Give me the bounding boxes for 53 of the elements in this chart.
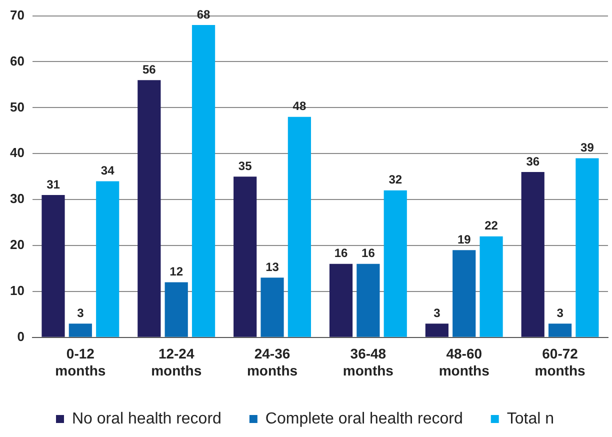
bar (452, 250, 476, 337)
data-label: 3 (434, 306, 441, 320)
y-tick-label: 40 (10, 145, 24, 160)
bar (576, 158, 599, 337)
bar (329, 264, 353, 337)
data-label: 19 (457, 232, 472, 246)
bar (96, 181, 120, 337)
y-tick-label: 30 (10, 191, 24, 206)
data-label: 12 (170, 264, 184, 279)
bar (480, 236, 503, 337)
legend-label: No oral health record (72, 410, 222, 428)
data-label: 22 (484, 218, 498, 233)
legend-label: Total n (506, 410, 554, 428)
bar (521, 172, 544, 337)
x-tick-label: 0-12 months (55, 346, 106, 378)
data-label: 3 (556, 306, 564, 320)
bar (288, 116, 311, 337)
data-label: 56 (142, 62, 156, 76)
data-label: 16 (334, 246, 348, 260)
x-tick-label: 60-72 months (534, 346, 586, 378)
y-tick-label: 10 (10, 283, 24, 298)
bar (260, 278, 284, 337)
data-label: 39 (580, 140, 594, 155)
data-label: 35 (238, 158, 252, 173)
data-label: 13 (266, 260, 280, 274)
bar (68, 324, 92, 337)
data-label: 36 (526, 154, 540, 168)
data-label: 48 (292, 99, 306, 114)
bar (164, 282, 188, 337)
bar (234, 176, 257, 337)
bar (42, 194, 65, 337)
bar (356, 264, 380, 337)
bar (425, 324, 448, 337)
legend-label: Complete oral health record (265, 410, 463, 428)
data-label: 3 (77, 306, 84, 320)
bar (192, 24, 216, 337)
x-tick-label: 36-48 months (342, 346, 394, 378)
bar (138, 80, 161, 337)
x-tick-label: 48-60 months (438, 346, 490, 378)
data-label: 32 (388, 172, 402, 187)
data-label: 34 (100, 164, 115, 178)
y-tick-label: 60 (10, 53, 24, 68)
y-tick-label: 50 (10, 99, 24, 114)
data-label: 31 (46, 177, 60, 192)
bar (548, 324, 572, 337)
bar (384, 190, 407, 337)
y-tick-label: 0 (17, 328, 24, 344)
y-tick-label: 70 (10, 7, 24, 22)
x-tick-label: 24-36 months (246, 346, 298, 378)
data-label: 68 (196, 7, 211, 22)
x-tick-label: 12-24 months (151, 346, 202, 378)
data-label: 16 (362, 246, 376, 260)
y-tick-label: 20 (10, 237, 24, 252)
